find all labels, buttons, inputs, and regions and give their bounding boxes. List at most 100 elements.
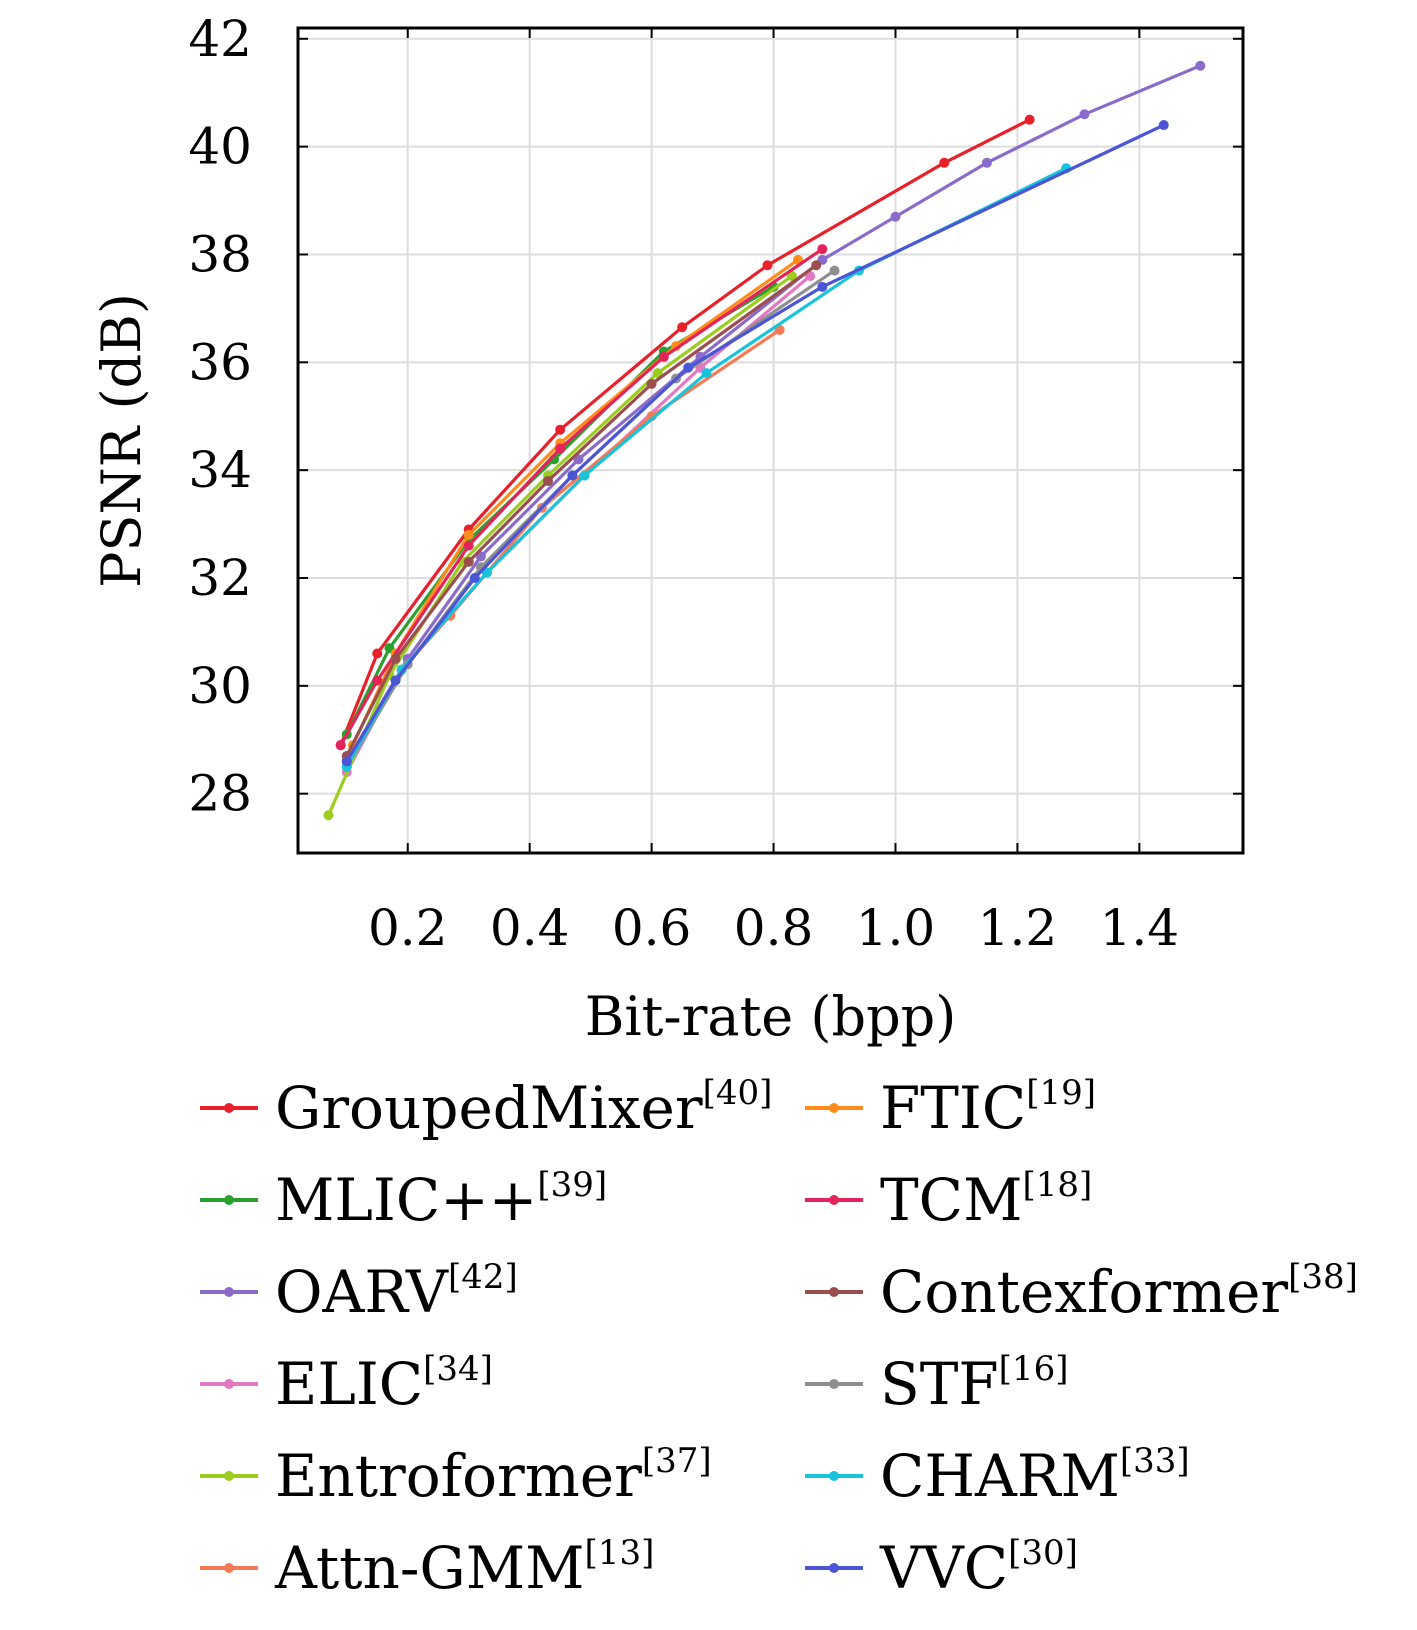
legend-item-attn-gmm: Attn-GMM[13] [200, 1533, 654, 1602]
legend-reference: [16] [999, 1349, 1069, 1389]
legend-reference: [18] [1022, 1165, 1092, 1205]
data-point-elic [805, 271, 816, 282]
legend-marker [829, 1287, 839, 1297]
y-tick-label: 28 [188, 765, 252, 823]
y-tick-label: 38 [188, 225, 252, 283]
series-line-oarv [345, 64, 1201, 763]
legend-label: TCM[18] [880, 1165, 1092, 1234]
data-point-contexformer [811, 260, 822, 271]
legend-item-tcm: TCM[18] [805, 1165, 1092, 1234]
series-line-entroformer [327, 274, 793, 816]
data-point-groupedmixer [372, 648, 383, 659]
legend-marker [224, 1471, 234, 1481]
x-axis-label: Bit-rate (bpp) [585, 985, 957, 1048]
legend-item-entroformer: Entroformer[37] [200, 1441, 712, 1510]
legend-item-charm: CHARM[33] [805, 1441, 1190, 1510]
x-tick-label: 1.0 [856, 899, 936, 957]
legend-reference: [33] [1120, 1441, 1190, 1481]
series-line-contexformer [345, 264, 818, 757]
series-contexformer [341, 260, 822, 761]
series-groupedmixer [335, 114, 1035, 751]
x-tick-label: 0.8 [734, 899, 814, 957]
data-point-oarv [1195, 60, 1206, 71]
data-point-vvc [469, 573, 480, 583]
y-tick-label: 34 [188, 441, 252, 499]
legend-reference: [13] [585, 1533, 655, 1573]
legend-reference: [19] [1026, 1073, 1096, 1113]
series-line-attn-gmm [345, 328, 781, 768]
data-point-tcm [817, 244, 828, 255]
legend-item-ftic: FTIC[19] [805, 1073, 1096, 1142]
y-tick-label: 40 [188, 118, 252, 176]
data-point-charm [701, 368, 712, 379]
data-point-oarv [981, 157, 992, 168]
data-point-contexformer [390, 653, 401, 664]
legend-item-groupedmixer: GroupedMixer[40] [200, 1073, 772, 1142]
legend-reference: [40] [703, 1073, 773, 1113]
legend-reference: [37] [642, 1441, 712, 1481]
data-point-groupedmixer [1024, 114, 1035, 125]
legend-reference: [38] [1288, 1257, 1358, 1297]
legend-label: Entroformer[37] [275, 1441, 712, 1510]
legend-label: ELIC[34] [275, 1349, 493, 1418]
data-point-tcm [658, 351, 669, 362]
data-point-entroformer [652, 368, 663, 379]
data-point-groupedmixer [762, 260, 773, 271]
data-point-tcm [335, 740, 346, 751]
data-point-entroformer [323, 810, 334, 821]
y-tick-label: 32 [188, 549, 252, 607]
legend-reference: [42] [448, 1257, 518, 1297]
grid [298, 28, 1243, 853]
series-line-stf [345, 269, 836, 768]
legend-marker [829, 1103, 839, 1113]
y-tick-label: 36 [188, 333, 252, 391]
data-point-tcm [555, 443, 566, 454]
legend-reference: [30] [1008, 1533, 1078, 1573]
legend-item-contexformer: Contexformer[38] [805, 1257, 1358, 1326]
legend-label: MLIC++[39] [275, 1165, 607, 1234]
legend-marker [224, 1379, 234, 1389]
series-vvc [341, 120, 1169, 767]
legend-reference: [34] [423, 1349, 493, 1389]
data-point-groupedmixer [939, 157, 950, 168]
series-entroformer [323, 271, 797, 821]
y-tick-label: 30 [188, 657, 252, 715]
legend-marker [224, 1563, 234, 1573]
legend-label: FTIC[19] [880, 1073, 1096, 1142]
data-point-tcm [372, 675, 383, 686]
x-tick-label: 0.2 [368, 899, 448, 957]
legend-item-stf: STF[16] [805, 1349, 1068, 1418]
data-point-charm [579, 470, 590, 481]
y-axis-label: PSNR (dB) [90, 293, 153, 588]
data-point-ftic [463, 529, 474, 540]
data-point-contexformer [542, 475, 553, 486]
legend-label: OARV[42] [275, 1257, 518, 1326]
legend-label: STF[16] [880, 1349, 1068, 1418]
legend-marker [829, 1563, 839, 1573]
data-point-vvc [341, 756, 352, 767]
data-point-vvc [390, 675, 401, 686]
legend-marker [224, 1195, 234, 1205]
x-tick-label: 0.6 [612, 899, 692, 957]
x-tick-label: 1.2 [978, 899, 1058, 957]
ticks: 0.2 0.4 0.6 0.8 1.0 1.2 1.4 28 30 32 34 36 38 40 42 [188, 10, 1243, 957]
data-point-tcm [463, 540, 474, 551]
legend-marker [829, 1379, 839, 1389]
series-tcm [335, 244, 828, 751]
series-line-charm [345, 166, 1067, 768]
legend-item-mlic: MLIC++[39] [200, 1165, 607, 1234]
legend-marker [829, 1195, 839, 1205]
series-line-ftic [351, 258, 799, 746]
data-point-vvc [1158, 120, 1169, 131]
series-line-tcm [339, 247, 824, 746]
data-point-oarv [890, 211, 901, 222]
legend-label: Attn-GMM[13] [274, 1533, 654, 1602]
legend-label: Contexformer[38] [880, 1257, 1358, 1326]
x-tick-label: 1.4 [1100, 899, 1180, 957]
data-point-vvc [817, 281, 828, 292]
data-point-stf [829, 265, 840, 276]
legend-item-elic: ELIC[34] [200, 1349, 493, 1418]
legend-item-vvc: VVC[30] [805, 1533, 1078, 1602]
